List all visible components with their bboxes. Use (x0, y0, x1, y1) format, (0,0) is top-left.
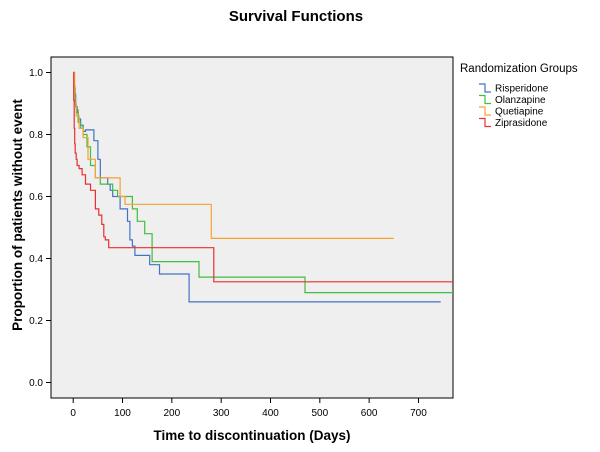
x-tick-label: 300 (213, 408, 230, 419)
series-group (73, 71, 453, 303)
legend-swatch (479, 106, 491, 116)
x-tick-label: 200 (164, 408, 181, 419)
legend-swatch (479, 83, 491, 93)
legend-swatch (479, 94, 491, 105)
legend-swatch (479, 117, 491, 128)
y-axis-label: Proportion of patients without event (10, 99, 25, 331)
legend-title: Randomization Groups (460, 63, 578, 75)
series-line-olanzapine (73, 71, 453, 294)
x-tick-label: 600 (361, 408, 378, 419)
x-tick-label: 500 (311, 408, 328, 419)
x-tick-label: 700 (410, 408, 427, 419)
tick-group: 0 100 200 300 400 500 600 700 0.0 0.2 0.4 0.6 0.8 1.0 (29, 68, 427, 419)
legend-item-ziprasidone: Ziprasidone (479, 117, 548, 129)
legend-label: Risperidone (495, 84, 549, 95)
x-tick-label: 400 (262, 408, 279, 419)
legend-item-quetiapine: Quetiapine (479, 106, 544, 118)
x-axis-label: Time to discontinuation (Days) (153, 428, 350, 443)
legend-item-olanzapine: Olanzapine (479, 94, 546, 106)
legend-item-risperidone: Risperidone (479, 83, 549, 95)
y-tick-label: 0.8 (29, 130, 43, 141)
y-tick-label: 1.0 (29, 68, 43, 79)
legend-label: Ziprasidone (495, 118, 548, 129)
plot-area (50, 56, 454, 399)
y-tick-label: 0.4 (29, 254, 43, 265)
chart-title: Survival Functions (229, 8, 363, 25)
legend-label: Olanzapine (495, 95, 546, 106)
legend: RisperidoneOlanzapineQuetiapineZiprasido… (479, 83, 549, 129)
x-tick-label: 100 (114, 408, 131, 419)
series-line-quetiapine (73, 71, 394, 239)
y-tick-label: 0.6 (29, 192, 43, 203)
series-line-ziprasidone (73, 71, 453, 283)
legend-label: Quetiapine (495, 107, 544, 118)
y-tick-label: 0.0 (29, 378, 43, 389)
x-tick-label: 0 (70, 408, 76, 419)
y-tick-label: 0.2 (29, 316, 43, 327)
